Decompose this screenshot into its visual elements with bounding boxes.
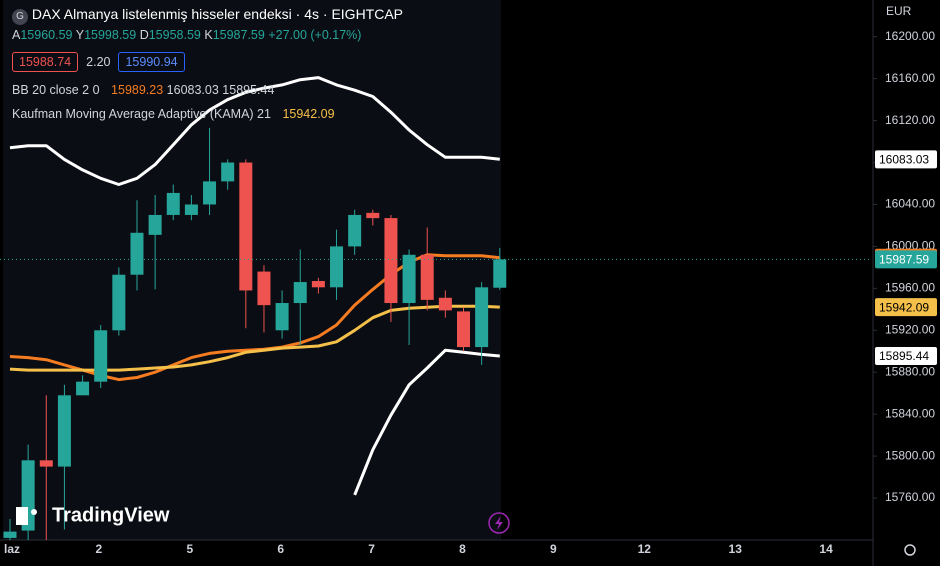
alert-bolt bbox=[495, 516, 503, 530]
price-tag-label: 15987.59 bbox=[879, 253, 929, 267]
x-tick-label: 14 bbox=[819, 542, 833, 556]
x-tick-label: 2 bbox=[96, 542, 103, 556]
indicator-line bbox=[9, 253, 500, 382]
candle-body bbox=[384, 218, 398, 304]
candle-body bbox=[112, 274, 126, 331]
candle-body bbox=[148, 214, 162, 235]
y-tick-label: 15800.00 bbox=[885, 448, 935, 462]
candle-body bbox=[348, 214, 362, 247]
ohlc-row: A15960.59 Y15998.59 D15958.59 K15987.59 … bbox=[12, 28, 361, 42]
ohlc-value: 15958.59 bbox=[148, 28, 201, 42]
y-tick-label: 15920.00 bbox=[885, 322, 935, 336]
price-tag bbox=[875, 150, 937, 169]
candle-body bbox=[130, 232, 144, 275]
ohlc-label: Y bbox=[75, 28, 85, 42]
y-tick-label: 15880.00 bbox=[885, 364, 935, 378]
price-tag bbox=[875, 347, 937, 366]
logo: TradingView bbox=[16, 504, 170, 526]
title-row: G DAX Almanya listelenmiş hisseler endek… bbox=[12, 6, 403, 25]
buy-button[interactable]: 15990.94 bbox=[118, 52, 185, 72]
logo-text: TradingView bbox=[52, 504, 170, 526]
bb-legend: BB 20 close 2 0 15989.23 16083.03 15895.… bbox=[12, 83, 274, 97]
y-tick-label: 16040.00 bbox=[885, 197, 935, 211]
title: DAX Almanya listelenmiş hisseler endeksi… bbox=[31, 6, 404, 22]
x-tick-label: laz bbox=[4, 542, 20, 556]
candle-body bbox=[493, 259, 507, 288]
candle-body bbox=[94, 330, 108, 382]
candle-body bbox=[239, 162, 253, 291]
spread: 2.20 bbox=[86, 55, 111, 69]
trade-row: 15988.74 2.20 15990.94 bbox=[12, 52, 193, 72]
ohlc-value: 15987.59 bbox=[212, 28, 265, 42]
candle-body bbox=[221, 162, 235, 182]
candle-body bbox=[39, 460, 53, 467]
kama-legend: Kaufman Moving Average Adaptive (KAMA) 2… bbox=[12, 107, 335, 121]
candle-body bbox=[57, 395, 71, 467]
indicator-line bbox=[9, 304, 500, 372]
ohlc-label: D bbox=[139, 28, 149, 42]
alert-icon[interactable] bbox=[488, 512, 510, 534]
settings-icon[interactable] bbox=[904, 544, 916, 556]
candle-body bbox=[438, 297, 452, 311]
indicator-line bbox=[353, 348, 500, 496]
y-tick-label: 16160.00 bbox=[885, 71, 935, 85]
sell-button[interactable]: 15988.74 bbox=[12, 52, 79, 72]
ohlc-label: K bbox=[204, 28, 213, 42]
price-tag-label: 15895.44 bbox=[879, 349, 929, 363]
y-tick-label: 15840.00 bbox=[885, 406, 935, 420]
price-tag-label: 15942.09 bbox=[879, 300, 929, 314]
candle-body bbox=[76, 381, 90, 396]
x-tick-label: 6 bbox=[277, 542, 284, 556]
candle-body bbox=[275, 303, 289, 331]
price-tag-label: 16083.03 bbox=[879, 153, 929, 167]
plot-area bbox=[0, 76, 872, 540]
symbol-icon: G bbox=[12, 9, 28, 25]
candle-body bbox=[166, 192, 180, 215]
ohlc-value: 15998.59 bbox=[84, 28, 137, 42]
indicator-value: 15895.44 bbox=[222, 83, 275, 97]
logo-mark bbox=[16, 507, 28, 525]
indicator-value: 15942.09 bbox=[282, 107, 335, 121]
indicator-name: Kaufman Moving Average Adaptive (KAMA) 2… bbox=[12, 107, 271, 121]
price-tag bbox=[875, 298, 937, 317]
candle-body bbox=[330, 246, 344, 288]
x-tick-label: 12 bbox=[638, 542, 652, 556]
candle-body bbox=[184, 204, 198, 215]
indicator-name: BB 20 close 2 0 bbox=[12, 83, 100, 97]
currency[interactable]: EUR bbox=[886, 4, 912, 18]
indicator-line bbox=[9, 76, 500, 186]
indicator-value: 16083.03 bbox=[166, 83, 219, 97]
candle-body bbox=[457, 311, 470, 348]
y-tick-label: 15960.00 bbox=[885, 281, 935, 295]
y-tick-label: 15760.00 bbox=[885, 490, 935, 504]
candle-body bbox=[420, 254, 434, 300]
x-tick-label: 13 bbox=[729, 542, 743, 556]
indicator-value: 15989.23 bbox=[111, 83, 164, 97]
candle-body bbox=[293, 282, 307, 304]
axes: 16200.0016160.0016120.0016080.0016040.00… bbox=[4, 29, 937, 556]
candle-body bbox=[366, 212, 380, 219]
logo-dot bbox=[31, 509, 37, 515]
candle-body bbox=[475, 287, 489, 348]
candle-body bbox=[3, 531, 17, 538]
y-tick-label: 16120.00 bbox=[885, 113, 935, 127]
x-tick-label: 9 bbox=[550, 542, 557, 556]
candle-body bbox=[311, 281, 325, 288]
ohlc-value: 15960.59 bbox=[20, 28, 73, 42]
candle-body bbox=[402, 254, 416, 304]
change: +27.00 (+0.17%) bbox=[268, 28, 362, 42]
y-tick-label: 16200.00 bbox=[885, 29, 935, 43]
ohlc-label: A bbox=[12, 28, 21, 42]
x-tick-label: 7 bbox=[368, 542, 375, 556]
x-tick-label: 5 bbox=[186, 542, 193, 556]
price-tag bbox=[875, 250, 937, 269]
x-tick-label: 8 bbox=[459, 542, 466, 556]
candle-body bbox=[257, 271, 271, 306]
candle-body bbox=[203, 181, 217, 205]
